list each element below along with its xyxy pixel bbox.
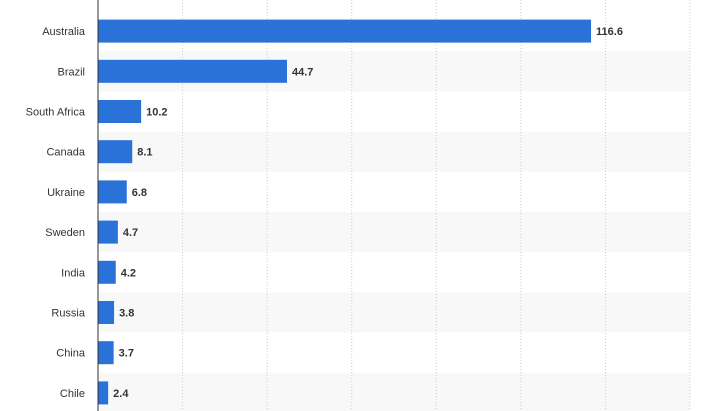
category-label: China (56, 348, 86, 360)
value-label: 2.4 (113, 388, 129, 400)
category-label: Canada (46, 147, 85, 159)
category-label: South Africa (26, 107, 86, 119)
value-label: 44.7 (292, 66, 313, 78)
row-band (98, 292, 690, 333)
bar (98, 220, 118, 244)
category-label: Brazil (57, 66, 85, 78)
value-label: 116.6 (596, 26, 623, 38)
bar (98, 180, 127, 204)
value-label: 6.8 (132, 187, 147, 199)
bar (98, 260, 116, 284)
value-label: 3.8 (119, 308, 134, 320)
row-band (98, 131, 690, 172)
bar (98, 100, 142, 123)
category-label: Chile (60, 388, 85, 400)
bar (98, 19, 592, 43)
row-band (98, 212, 690, 253)
row-band (98, 372, 690, 411)
category-label: Ukraine (47, 187, 85, 199)
value-label: 4.7 (123, 227, 138, 239)
value-label: 3.7 (119, 348, 134, 360)
row-bands (98, 51, 690, 411)
bar (98, 140, 133, 164)
bars (98, 19, 592, 405)
bar (98, 341, 114, 365)
bar (98, 381, 109, 405)
value-labels: 116.6 44.7 10.2 8.1 6.8 4.7 4.2 3.8 3.7 2.4 (113, 26, 623, 400)
value-label: 10.2 (146, 107, 167, 119)
value-label: 8.1 (137, 147, 152, 159)
value-label: 4.2 (121, 267, 136, 279)
category-label: Sweden (45, 227, 85, 239)
bar (98, 59, 288, 83)
category-label: Australia (42, 26, 86, 38)
category-label: Russia (51, 308, 86, 320)
bar (98, 301, 115, 324)
category-label: India (61, 267, 86, 279)
category-labels: Australia Brazil South Africa Canada Ukraine… (26, 26, 86, 400)
